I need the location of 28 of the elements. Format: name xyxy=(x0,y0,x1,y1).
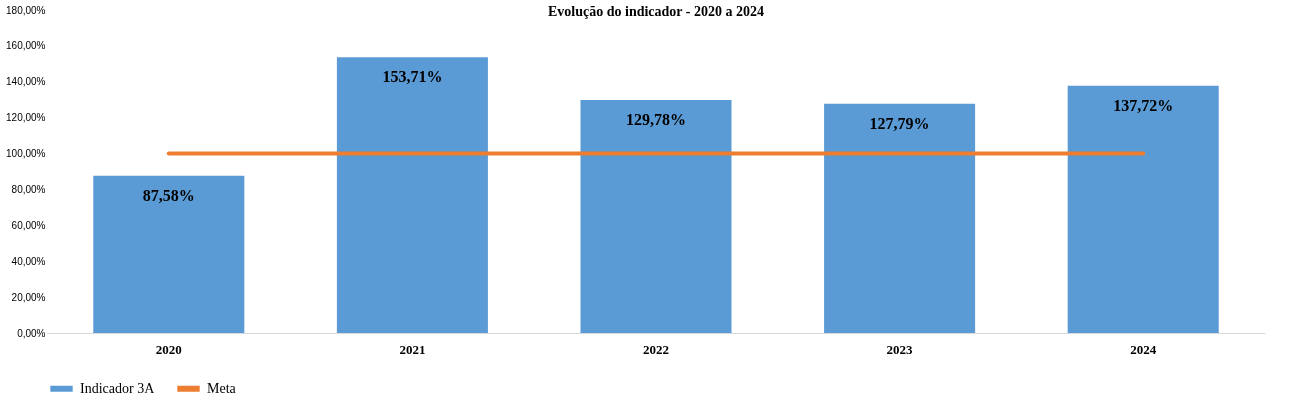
y-tick-label: 40,00% xyxy=(11,255,46,267)
bar xyxy=(336,57,488,333)
data-label: 129,78% xyxy=(626,111,686,129)
y-tick-label: 100,00% xyxy=(6,148,46,160)
bar xyxy=(1067,85,1219,333)
legend-label: Meta xyxy=(207,380,237,396)
data-label: 87,58% xyxy=(142,186,195,204)
data-label: 137,72% xyxy=(1113,96,1174,114)
x-tick-label: 2020 xyxy=(155,341,182,357)
bar xyxy=(824,103,976,333)
y-tick-label: 180,00% xyxy=(6,4,46,16)
bar xyxy=(580,100,732,333)
y-tick-label: 160,00% xyxy=(6,40,46,52)
data-label: 127,79% xyxy=(869,114,930,132)
y-tick-label: 140,00% xyxy=(6,76,46,88)
y-tick-label: 0,00% xyxy=(17,327,46,339)
y-tick-label: 80,00% xyxy=(11,183,46,195)
x-tick-label: 2022 xyxy=(643,341,669,357)
legend-label: Indicador 3A xyxy=(80,380,156,396)
bar xyxy=(93,175,245,333)
y-tick-label: 120,00% xyxy=(6,112,46,124)
y-tick-label: 20,00% xyxy=(11,291,46,303)
chart-title: Evolução do indicador - 2020 a 2024 xyxy=(548,4,764,19)
y-tick-label: 60,00% xyxy=(11,219,46,231)
data-label: 153,71% xyxy=(382,68,443,86)
x-tick-label: 2021 xyxy=(399,341,426,357)
x-tick-label: 2023 xyxy=(886,341,914,357)
x-tick-label: 2024 xyxy=(1130,341,1157,357)
